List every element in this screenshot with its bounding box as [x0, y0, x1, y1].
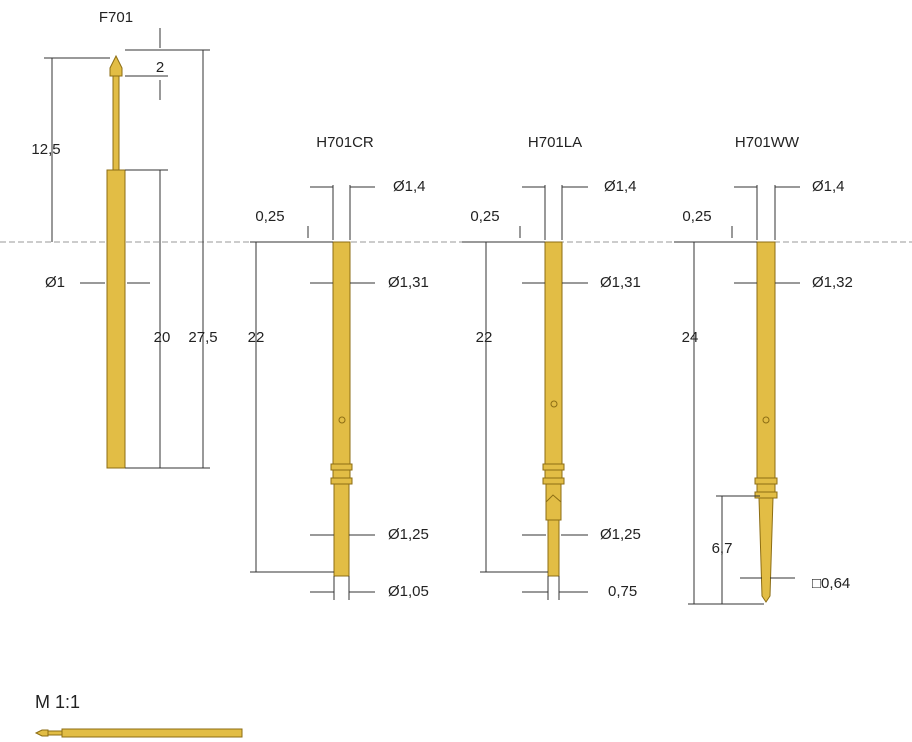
part-h701cr — [250, 185, 375, 600]
dimension: Ø1,32 — [812, 274, 853, 291]
dimension: 0,25 — [682, 208, 711, 225]
part-name: H701WW — [735, 134, 800, 151]
dimension: Ø1,4 — [393, 178, 426, 195]
part-h701la — [462, 185, 588, 600]
dimension: 6,7 — [712, 540, 733, 557]
dimension: 0,25 — [255, 208, 284, 225]
dimension: Ø1,25 — [600, 526, 641, 543]
dimension: 24 — [682, 329, 699, 346]
dimension: 0,25 — [470, 208, 499, 225]
dimension: 12,5 — [31, 141, 60, 158]
dimension: 27,5 — [188, 329, 217, 346]
dimension: Ø1,4 — [604, 178, 637, 195]
dimension: 22 — [248, 329, 265, 346]
dimension: 20 — [154, 329, 171, 346]
dimension: Ø1,25 — [388, 526, 429, 543]
dimension: 22 — [476, 329, 493, 346]
part-f701 — [44, 28, 210, 469]
part-h701ww — [674, 185, 800, 605]
dimension: □0,64 — [812, 575, 850, 592]
part-name: F701 — [99, 9, 133, 26]
scale-label: M 1:1 — [35, 692, 80, 712]
scale-pin — [34, 728, 243, 738]
dimension: Ø1,31 — [388, 274, 429, 291]
dimension: 0,75 — [608, 583, 637, 600]
part-name: H701LA — [528, 134, 582, 151]
dimension: Ø1,05 — [388, 583, 429, 600]
dimension: 2 — [156, 59, 164, 76]
dimension: Ø1 — [45, 274, 65, 291]
dimension: Ø1,31 — [600, 274, 641, 291]
dimension: Ø1,4 — [812, 178, 845, 195]
part-name: H701CR — [316, 134, 374, 151]
